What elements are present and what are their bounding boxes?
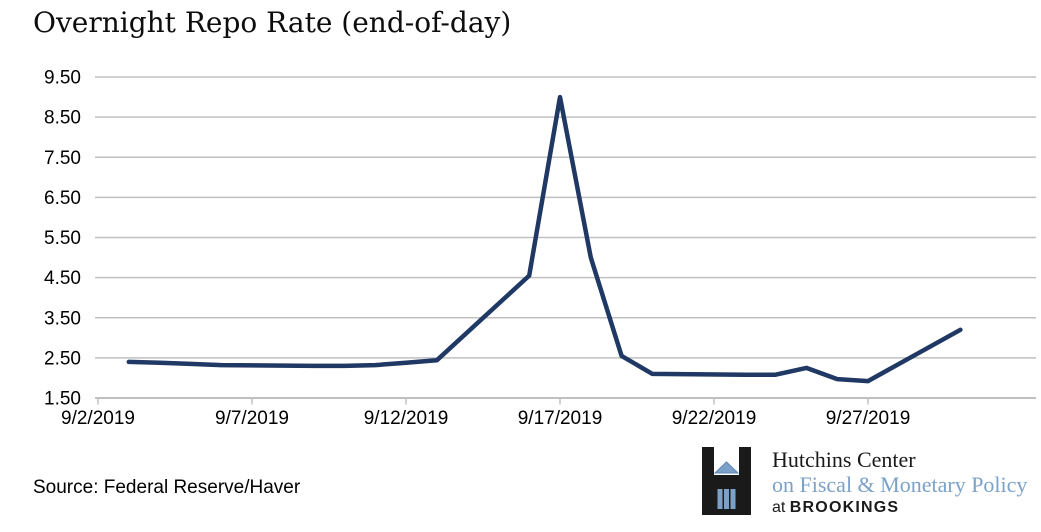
hutchins-h-building-icon [702,447,751,515]
logo-line-at-brookings: at BROOKINGS [772,497,1027,519]
y-axis-label: 5.50 [44,228,81,249]
x-axis-label: 9/22/2019 [672,408,757,429]
x-axis-label: 9/17/2019 [518,408,603,429]
hutchins-center-logo: Hutchins Center on Fiscal & Monetary Pol… [702,447,1027,519]
logo-at-text: at [772,499,790,516]
y-axis-label: 7.50 [44,148,81,169]
logo-line-hutchins-center: Hutchins Center [772,447,916,472]
source-note: Source: Federal Reserve/Haver [33,477,301,498]
y-axis-label: 1.50 [44,389,81,410]
y-axis-label: 3.50 [44,308,81,329]
hutchins-logo-text: Hutchins Center on Fiscal & Monetary Pol… [772,447,1027,519]
logo-line-fiscal-monetary-policy: on Fiscal & Monetary Policy [772,472,1028,497]
y-axis-label: 6.50 [44,188,81,209]
x-axis-label: 9/7/2019 [215,408,289,429]
x-axis-label: 9/2/2019 [61,408,135,429]
chart-title: Overnight Repo Rate (end-of-day) [33,6,512,39]
logo-brookings-text: BROOKINGS [789,499,900,516]
x-axis-label: 9/27/2019 [826,408,911,429]
y-axis-label: 4.50 [44,268,81,289]
y-axis-label: 2.50 [44,348,81,369]
repo-rate-line [126,94,963,384]
y-axis-label: 9.50 [44,68,81,89]
x-axis-label: 9/12/2019 [364,408,449,429]
y-axis-label: 8.50 [44,108,81,129]
